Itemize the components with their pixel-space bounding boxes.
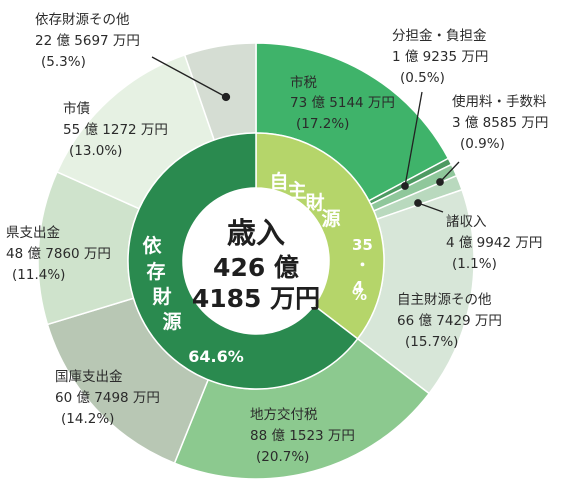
label-buntankin: 分担金・負担金 1 億 9235 万円 (0.5%) bbox=[392, 28, 488, 86]
inner-label-jishu: 自 主 財 源 35 ・ 4% bbox=[269, 170, 372, 304]
svg-text:(20.7%): (20.7%) bbox=[256, 449, 309, 465]
inner-label-izon-char: 存 bbox=[146, 260, 165, 283]
svg-text:(13.0%): (13.0%) bbox=[69, 143, 122, 159]
svg-text:(1.1%): (1.1%) bbox=[452, 256, 497, 272]
svg-text:(17.2%): (17.2%) bbox=[296, 116, 349, 132]
svg-text:(11.4%): (11.4%) bbox=[12, 267, 65, 283]
leader-line-shiyoryo bbox=[439, 161, 460, 183]
inner-ring bbox=[127, 132, 385, 390]
center-hole bbox=[183, 188, 329, 334]
leader-dot-shiyoryo bbox=[436, 178, 444, 186]
leader-line-izon-sonota bbox=[151, 56, 227, 98]
svg-text:55 億 1272 万円: 55 億 1272 万円 bbox=[63, 122, 168, 138]
center-amount-man: 4185 万円 bbox=[192, 284, 320, 313]
svg-text:使用料・手数料: 使用料・手数料 bbox=[452, 93, 547, 110]
inner-label-jishu-char: 自 bbox=[269, 170, 288, 193]
outer-ring bbox=[37, 42, 475, 480]
svg-text:(15.7%): (15.7%) bbox=[405, 334, 458, 350]
svg-text:市税: 市税 bbox=[290, 74, 317, 91]
inner-label-izon-char: 財 bbox=[152, 285, 171, 308]
svg-text:60 億 7498 万円: 60 億 7498 万円 bbox=[55, 390, 160, 406]
svg-text:1 億 9235 万円: 1 億 9235 万円 bbox=[392, 49, 488, 65]
leader-dot-izon-sonota bbox=[221, 92, 231, 102]
inner-label-izon: 依 存 財 源 64.6% bbox=[142, 234, 243, 366]
svg-text:(0.9%): (0.9%) bbox=[460, 136, 505, 152]
svg-text:分担金・負担金: 分担金・負担金 bbox=[392, 28, 487, 44]
svg-text:市債: 市債 bbox=[63, 100, 90, 117]
center-amount-oku: 426 億 bbox=[213, 253, 299, 282]
svg-text:国庫支出金: 国庫支出金 bbox=[55, 369, 123, 385]
inner-label-izon-percent: 64.6% bbox=[188, 347, 244, 366]
svg-text:依存財源その他: 依存財源その他 bbox=[35, 12, 130, 28]
leader-dot-buntankin bbox=[401, 182, 409, 190]
svg-text:22 億 5697 万円: 22 億 5697 万円 bbox=[35, 33, 140, 49]
svg-text:自主財源その他: 自主財源その他 bbox=[397, 292, 492, 308]
leader-dot-shoshunyu bbox=[414, 199, 422, 207]
inner-label-jishu-char: 主 bbox=[287, 180, 306, 202]
label-shizei: 市税 73 億 5144 万円 (17.2%) bbox=[290, 74, 395, 132]
center-title: 歳入 bbox=[227, 216, 285, 250]
svg-text:3 億 8585 万円: 3 億 8585 万円 bbox=[452, 115, 548, 131]
label-izon-sonota: 依存財源その他 22 億 5697 万円 (5.3%) bbox=[35, 12, 140, 70]
svg-text:48 億 7860 万円: 48 億 7860 万円 bbox=[6, 246, 111, 262]
svg-text:地方交付税: 地方交付税 bbox=[250, 406, 318, 423]
svg-text:(5.3%): (5.3%) bbox=[41, 54, 86, 70]
label-shoshunyu: 諸収入 4 億 9942 万円 (1.1%) bbox=[446, 214, 542, 272]
label-jishu-sonota: 自主財源その他 66 億 7429 万円 (15.7%) bbox=[397, 292, 502, 350]
svg-text:(14.2%): (14.2%) bbox=[61, 411, 114, 427]
svg-text:(0.5%): (0.5%) bbox=[400, 70, 445, 86]
label-ken: 県支出金 48 億 7860 万円 (11.4%) bbox=[6, 225, 111, 283]
inner-label-izon-char: 依 bbox=[142, 234, 162, 257]
svg-text:66 億 7429 万円: 66 億 7429 万円 bbox=[397, 313, 502, 329]
label-shisai: 市債 55 億 1272 万円 (13.0%) bbox=[63, 100, 168, 159]
inner-label-izon-char: 源 bbox=[162, 310, 181, 333]
label-shiyoryo: 使用料・手数料 3 億 8585 万円 (0.9%) bbox=[452, 93, 548, 152]
svg-text:4 億 9942 万円: 4 億 9942 万円 bbox=[446, 235, 542, 251]
svg-text:88 億 1523 万円: 88 億 1523 万円 bbox=[250, 428, 355, 444]
svg-text:73 億 5144 万円: 73 億 5144 万円 bbox=[290, 95, 395, 111]
inner-label-jishu-char: 財 bbox=[305, 191, 324, 214]
leader-line-buntankin bbox=[404, 91, 423, 187]
leader-line-shoshunyu bbox=[417, 202, 444, 213]
inner-label-jishu-char: 源 bbox=[321, 207, 340, 230]
inner-label-jishu-percent: 35 ・ 4% bbox=[352, 236, 373, 304]
label-kokko: 国庫支出金 60 億 7498 万円 (14.2%) bbox=[55, 369, 160, 427]
svg-text:県支出金: 県支出金 bbox=[6, 225, 60, 241]
label-chihokofuzei: 地方交付税 88 億 1523 万円 (20.7%) bbox=[250, 406, 355, 465]
svg-text:諸収入: 諸収入 bbox=[446, 214, 487, 230]
